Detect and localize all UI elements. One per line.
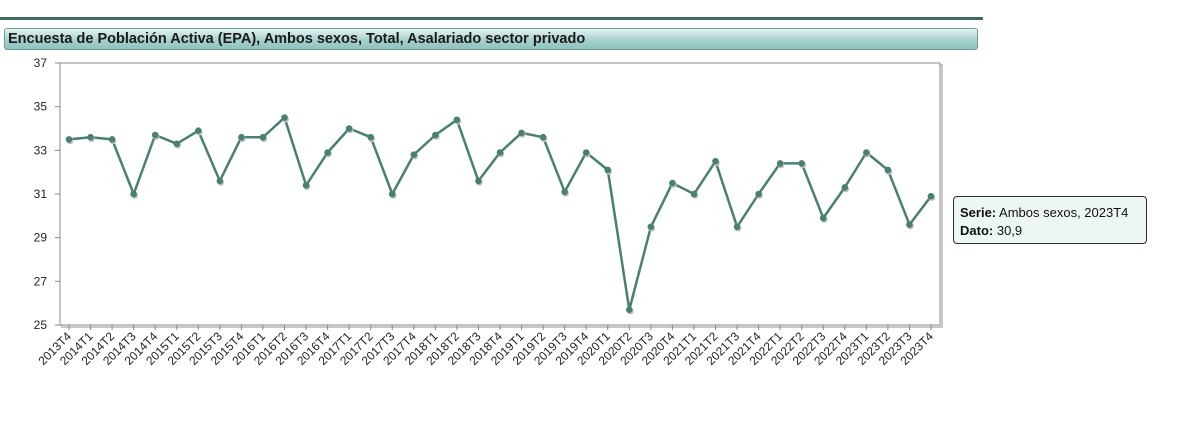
data-point[interactable] xyxy=(65,136,73,143)
data-point[interactable] xyxy=(151,131,159,139)
data-point[interactable] xyxy=(712,157,719,165)
data-point[interactable] xyxy=(669,179,676,187)
data-point[interactable] xyxy=(324,149,331,156)
tooltip-serie-value: Ambos sexos, 2023T4 xyxy=(999,205,1129,220)
y-tick-label: 33 xyxy=(34,143,48,157)
data-point[interactable] xyxy=(216,177,224,185)
y-tick-label: 35 xyxy=(34,100,48,114)
top-divider xyxy=(0,17,983,20)
x-tick-labels: 2013T42014T12014T22014T32014T42015T12015… xyxy=(35,329,936,368)
chart-title-bar: Encuesta de Población Activa (EPA), Ambo… xyxy=(4,28,978,50)
data-point[interactable] xyxy=(108,136,116,143)
data-points[interactable] xyxy=(65,114,936,315)
data-point[interactable] xyxy=(841,184,849,191)
tooltip-dato-value: 30,9 xyxy=(996,223,1023,238)
y-tick-label: 29 xyxy=(34,231,48,245)
data-point[interactable] xyxy=(819,214,827,222)
data-point[interactable] xyxy=(927,192,935,200)
data-point[interactable] xyxy=(798,160,805,167)
data-point[interactable] xyxy=(475,177,482,185)
data-point[interactable] xyxy=(755,190,762,198)
chart-title: Encuesta de Población Activa (EPA), Ambo… xyxy=(8,31,586,47)
data-point[interactable] xyxy=(259,133,267,141)
data-point[interactable] xyxy=(582,149,590,156)
data-point[interactable] xyxy=(647,223,655,231)
y-tick-label: 25 xyxy=(34,318,48,332)
data-point[interactable] xyxy=(604,166,612,174)
data-point[interactable] xyxy=(453,116,461,124)
data-point[interactable] xyxy=(626,306,633,314)
data-point[interactable] xyxy=(884,166,892,174)
y-tick-label: 37 xyxy=(34,56,48,70)
data-point[interactable] xyxy=(345,125,353,132)
data-tooltip: Serie: Ambos sexos, 2023T4 Dato: 30,9 xyxy=(953,196,1147,244)
data-point[interactable] xyxy=(302,181,310,189)
data-point[interactable] xyxy=(388,190,396,198)
data-point[interactable] xyxy=(496,149,504,156)
data-point[interactable] xyxy=(432,131,439,139)
tooltip-dato-label: Dato: xyxy=(960,223,994,238)
data-point[interactable] xyxy=(367,133,375,141)
data-point[interactable] xyxy=(410,151,418,158)
data-point[interactable] xyxy=(776,160,784,167)
tooltip-serie-label: Serie: xyxy=(960,205,997,220)
data-point[interactable] xyxy=(87,133,94,141)
plot-frame xyxy=(59,62,941,326)
data-point[interactable] xyxy=(906,221,913,228)
data-point[interactable] xyxy=(173,140,181,148)
data-point[interactable] xyxy=(518,129,525,137)
y-tick-label: 31 xyxy=(34,187,48,201)
y-tick-labels: 25 27 29 31 33 35 37 xyxy=(34,56,48,332)
data-point[interactable] xyxy=(561,188,568,196)
data-point[interactable] xyxy=(539,133,547,141)
y-tick-label: 27 xyxy=(34,274,48,288)
data-point[interactable] xyxy=(863,149,870,156)
axes xyxy=(55,62,943,330)
data-point[interactable] xyxy=(281,114,288,121)
data-point[interactable] xyxy=(195,127,202,134)
data-point[interactable] xyxy=(690,190,698,198)
data-point[interactable] xyxy=(130,190,137,198)
data-point[interactable] xyxy=(733,223,741,231)
data-point[interactable] xyxy=(238,133,245,141)
